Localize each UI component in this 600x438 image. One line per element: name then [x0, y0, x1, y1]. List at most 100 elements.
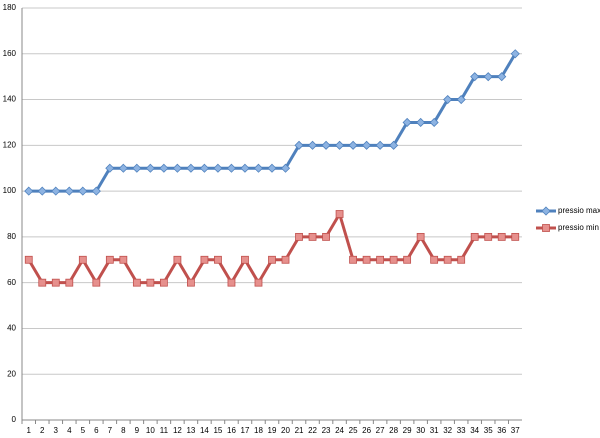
data-point	[349, 255, 357, 264]
data-point	[119, 255, 128, 264]
data-point	[294, 140, 304, 150]
data-point	[254, 278, 263, 287]
x-tick-label: 24	[335, 426, 344, 435]
x-tick-label: 32	[443, 426, 452, 435]
legend-label: pressio min	[558, 223, 599, 232]
data-point	[226, 163, 237, 173]
data-point	[443, 255, 452, 264]
data-point	[321, 140, 331, 150]
x-tick-label: 2	[40, 426, 45, 435]
data-point	[24, 255, 33, 264]
data-point	[403, 255, 412, 264]
x-tick-label: 8	[121, 426, 126, 435]
data-point	[105, 255, 114, 264]
x-tick-label: 27	[376, 426, 385, 435]
x-tick-label: 35	[484, 426, 493, 435]
data-point	[348, 140, 358, 150]
x-tick-label: 36	[497, 426, 506, 435]
data-point	[132, 163, 142, 173]
x-tick-label: 16	[227, 426, 236, 435]
data-point	[322, 232, 330, 241]
y-tick-label: 120	[3, 140, 17, 149]
data-point	[78, 255, 87, 264]
data-point	[118, 163, 128, 173]
data-point	[187, 278, 195, 287]
data-point	[200, 255, 209, 264]
data-point	[267, 163, 277, 173]
x-tick-label: 3	[54, 426, 59, 435]
x-tick-label: 6	[94, 426, 99, 435]
x-tick-label: 28	[389, 426, 398, 435]
x-tick-label: 1	[27, 426, 32, 435]
data-point	[51, 186, 61, 196]
data-point	[362, 255, 371, 264]
x-tick-label: 33	[457, 426, 466, 435]
data-point	[456, 94, 466, 105]
x-tick-label: 4	[67, 426, 72, 435]
data-point	[429, 117, 439, 128]
x-tick-label: 23	[322, 426, 331, 435]
x-tick-label: 26	[362, 426, 371, 435]
data-point	[92, 278, 101, 287]
series-line	[27, 212, 516, 285]
data-point	[308, 232, 317, 241]
data-point	[389, 140, 399, 150]
data-point	[483, 72, 493, 82]
data-point	[295, 232, 303, 241]
data-point	[78, 186, 88, 196]
x-tick-label: 21	[295, 426, 304, 435]
data-point	[64, 186, 74, 196]
data-point	[280, 163, 291, 173]
data-point	[51, 278, 60, 287]
x-tick-label: 37	[511, 426, 520, 435]
data-point	[173, 255, 182, 264]
data-point	[335, 140, 345, 150]
y-tick-label: 140	[3, 95, 17, 104]
data-point	[159, 163, 169, 173]
data-point	[199, 163, 209, 173]
x-tick-label: 29	[403, 426, 412, 435]
data-point	[268, 255, 276, 264]
x-tick-label: 9	[135, 426, 140, 435]
data-point	[214, 255, 222, 264]
data-point	[281, 255, 290, 264]
data-point	[227, 278, 236, 287]
data-point	[37, 186, 47, 196]
x-tick-label: 15	[213, 426, 222, 435]
data-point	[91, 186, 101, 196]
data-point	[511, 232, 520, 241]
x-tick-label: 10	[146, 426, 155, 435]
x-tick-label: 14	[200, 426, 209, 435]
data-point	[470, 72, 480, 82]
data-point	[307, 140, 318, 150]
data-point	[375, 140, 385, 150]
data-point	[335, 210, 344, 218]
data-point	[497, 72, 507, 82]
data-point	[38, 278, 47, 287]
x-tick-label: 12	[173, 426, 182, 435]
data-point	[416, 117, 426, 128]
x-tick-label: 22	[308, 426, 317, 435]
legend-marker	[542, 224, 550, 232]
data-point	[145, 163, 155, 173]
x-tick-label: 34	[470, 426, 479, 435]
data-point	[159, 278, 168, 287]
data-point	[186, 163, 196, 173]
data-point	[105, 163, 115, 173]
y-tick-label: 180	[3, 3, 17, 12]
data-point	[497, 232, 506, 241]
data-point	[213, 163, 223, 173]
data-point	[172, 163, 182, 173]
y-tick-label: 40	[7, 324, 16, 333]
data-point	[241, 255, 249, 264]
x-tick-label: 11	[160, 426, 169, 435]
y-tick-label: 20	[7, 369, 16, 378]
x-tick-label: 20	[281, 426, 290, 435]
y-tick-label: 100	[3, 186, 17, 195]
data-point	[430, 255, 439, 264]
x-tick-label: 7	[108, 426, 113, 435]
x-tick-label: 25	[349, 426, 358, 435]
x-tick-label: 17	[241, 426, 250, 435]
data-point	[146, 278, 155, 287]
